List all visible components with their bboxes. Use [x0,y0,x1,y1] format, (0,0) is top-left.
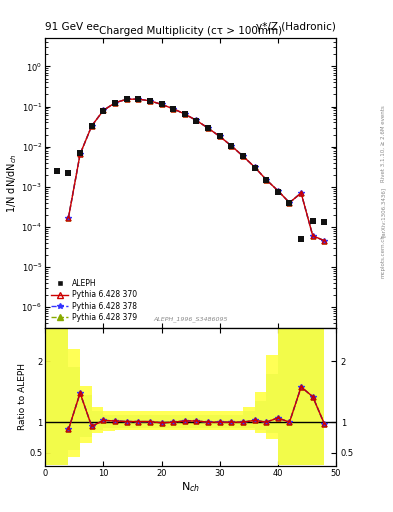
Text: [arXiv:1306.3436]: [arXiv:1306.3436] [381,187,386,238]
Y-axis label: 1/N dN/dN$_{ch}$: 1/N dN/dN$_{ch}$ [5,153,18,213]
Point [263,176,269,184]
Text: Rivet 3.1.10, ≥ 2.6M events: Rivet 3.1.10, ≥ 2.6M events [381,105,386,182]
Point [321,218,327,226]
Text: γ*/Z (Hadronic): γ*/Z (Hadronic) [256,22,336,32]
Text: mcplots.cern.ch: mcplots.cern.ch [381,234,386,278]
Point [298,235,304,243]
Point [240,152,246,160]
Point [123,95,130,103]
X-axis label: N$_{ch}$: N$_{ch}$ [181,480,200,494]
Point [135,95,141,103]
Point [158,100,165,109]
Point [228,142,235,150]
Point [100,107,107,115]
Point [217,132,223,140]
Y-axis label: Ratio to ALEPH: Ratio to ALEPH [18,364,26,431]
Point [310,217,316,225]
Point [54,167,60,175]
Title: Charged Multiplicity (cτ > 100mm): Charged Multiplicity (cτ > 100mm) [99,26,282,36]
Point [193,117,200,125]
Point [88,122,95,131]
Point [275,188,281,196]
Legend: ALEPH, Pythia 6.428 370, Pythia 6.428 378, Pythia 6.428 379: ALEPH, Pythia 6.428 370, Pythia 6.428 37… [49,276,140,324]
Point [77,149,83,157]
Point [205,124,211,132]
Point [147,97,153,105]
Point [170,104,176,113]
Point [112,99,118,107]
Point [286,199,293,207]
Text: 91 GeV ee: 91 GeV ee [45,22,99,32]
Point [182,110,188,118]
Text: ALEPH_1996_S3486095: ALEPH_1996_S3486095 [153,316,228,322]
Point [252,163,258,172]
Point [65,169,72,177]
